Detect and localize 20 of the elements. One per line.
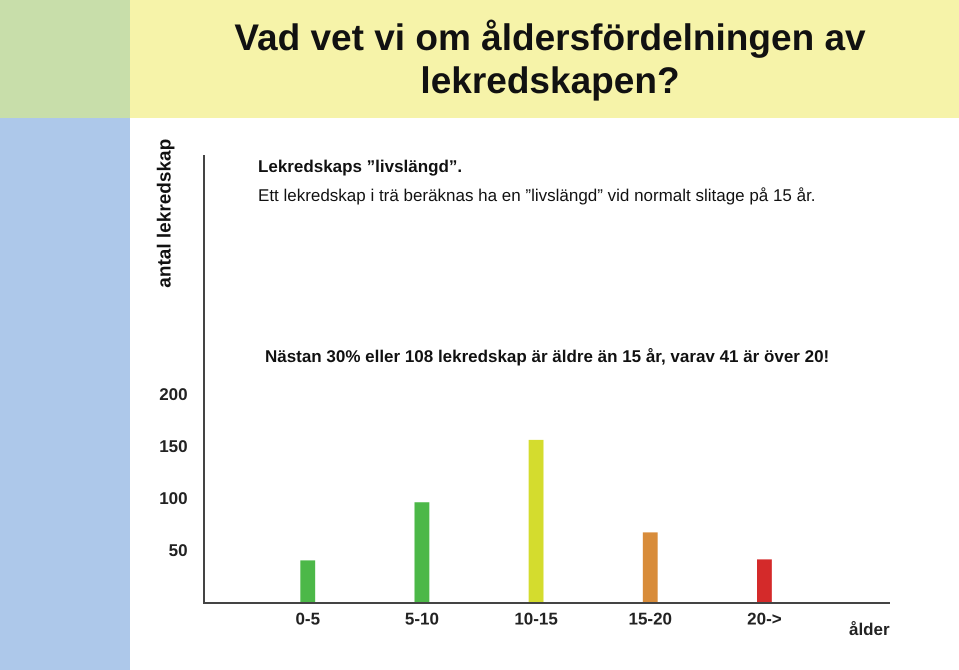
- x-tick-label: 20->: [747, 609, 782, 628]
- x-tick-label: 0-5: [295, 609, 320, 628]
- y-tick-label: 50: [168, 540, 188, 560]
- x-tick-label: 10-15: [514, 609, 558, 628]
- annotation: Ett lekredskap i trä beräknas ha en ”livslängd” vid normalt slitage på 15 år.: [258, 186, 816, 205]
- bar: [757, 559, 772, 602]
- bar: [642, 532, 658, 602]
- y-tick-label: 200: [159, 385, 188, 404]
- x-axis-title: ålder: [849, 620, 890, 639]
- bar: [528, 440, 544, 602]
- y-tick-label: 150: [159, 437, 188, 456]
- annotation: Lekredskaps ”livslängd”.: [258, 157, 462, 176]
- bar: [414, 502, 430, 602]
- y-axis-title: antal lekredskap: [154, 138, 176, 288]
- x-tick-label: 15-20: [628, 609, 672, 628]
- y-tick-label: 100: [159, 489, 188, 508]
- annotation: Nästan 30% eller 108 lekredskap är äldre än 15 år, varav 41 är över 20!: [265, 347, 830, 366]
- bar: [300, 560, 316, 602]
- chart-title: Vad vet vi om åldersfördelningen av lekredskapen?: [233, 16, 867, 102]
- x-tick-label: 5-10: [404, 609, 439, 628]
